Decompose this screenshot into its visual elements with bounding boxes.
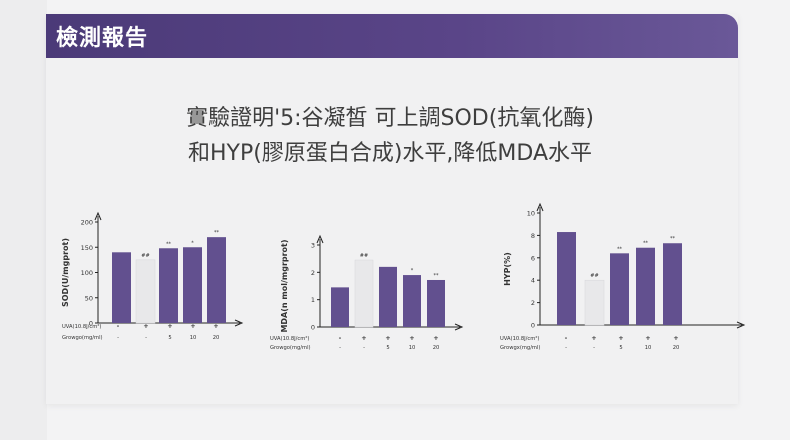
y-tick-label: 8 (531, 232, 535, 240)
report-card (46, 14, 738, 404)
y-tick-label: 200 (81, 219, 93, 227)
bar (403, 275, 421, 327)
uva-row-label: UVA(10.8J/cm²) (500, 336, 539, 342)
dose-value: 20 (213, 335, 220, 341)
y-axis-arrow-icon (316, 234, 324, 244)
dose-value: 10 (409, 345, 416, 351)
uva-value: + (591, 334, 596, 342)
bar (427, 279, 445, 327)
bar (207, 237, 226, 323)
bar (636, 247, 655, 325)
y-tick-label: 2 (311, 269, 315, 277)
dose-value: 20 (673, 345, 680, 351)
significance-label: ** (166, 241, 172, 247)
left-background (0, 0, 47, 440)
uva-row-label: UVA(10.8J/cm²) (270, 336, 309, 342)
dose-row-label: Growgx(mg/ml) (500, 345, 540, 351)
significance-label: ** (214, 230, 220, 236)
dose-value: - (339, 345, 341, 351)
dose-value: - (593, 345, 595, 351)
x-axis-arrow-icon (736, 321, 746, 329)
dose-value: - (117, 335, 119, 341)
y-tick-label: 1 (311, 296, 315, 304)
uva-value: + (213, 322, 218, 330)
dose-row-label: Growgo(mg/ml) (270, 345, 311, 351)
uva-value: - (565, 334, 568, 342)
bar (112, 252, 131, 323)
significance-label: ** (670, 236, 676, 242)
y-tick-label: 0 (89, 320, 93, 328)
bar (379, 266, 397, 327)
y-tick-label: 100 (81, 269, 93, 277)
significance-label: * (411, 268, 414, 274)
y-tick-label: 3 (311, 242, 315, 250)
headline-line-2: 和HYP(膠原蛋白合成)水平,降低MDA水平 (188, 141, 592, 166)
bar (663, 243, 682, 325)
uva-value: + (167, 322, 172, 330)
significance-label: ## (360, 253, 368, 259)
uva-value: + (143, 322, 148, 330)
significance-label: ** (617, 246, 623, 252)
uva-value: + (645, 334, 650, 342)
bar (354, 259, 374, 328)
y-tick-label: 2 (531, 299, 535, 307)
dose-value: 20 (433, 345, 440, 351)
uva-row-label: UVA(10.8J/cm²) (62, 324, 101, 330)
headline-line-1: 實驗證明'5:谷凝皙 可上調SOD(抗氧化酶) (186, 106, 594, 131)
dose-value: 5 (386, 345, 389, 351)
x-axis-arrow-icon (454, 323, 464, 331)
dose-value: 5 (168, 335, 171, 341)
bar (610, 253, 629, 325)
y-tick-label: 10 (527, 210, 535, 218)
uva-value: + (361, 334, 366, 342)
y-axis-label: HYP(%) (503, 252, 512, 286)
bar (331, 287, 349, 327)
dose-row-label: Growgo(mg/ml) (62, 335, 103, 341)
y-tick-label: 4 (531, 277, 535, 285)
bar (183, 247, 202, 323)
y-tick-label: 6 (531, 254, 535, 262)
bar (135, 259, 156, 324)
dose-value: - (565, 345, 567, 351)
significance-label: ## (590, 273, 598, 279)
uva-value: + (190, 322, 195, 330)
x-axis-arrow-icon (234, 319, 244, 327)
significance-label: ## (141, 253, 149, 259)
header-title: 檢測報告 (56, 26, 149, 51)
significance-label: ** (434, 273, 440, 279)
y-axis-arrow-icon (536, 202, 544, 212)
bar (584, 279, 605, 326)
uva-value: + (385, 334, 390, 342)
uva-value: - (117, 322, 120, 330)
uva-value: + (409, 334, 414, 342)
y-axis-arrow-icon (94, 211, 102, 221)
y-tick-label: 0 (311, 324, 315, 332)
y-tick-label: 50 (85, 294, 93, 302)
uva-value: - (339, 334, 342, 342)
uva-value: + (618, 334, 623, 342)
significance-label: * (191, 240, 194, 246)
dose-value: 5 (619, 345, 622, 351)
bar (159, 248, 178, 323)
y-axis-label: SOD(U/mgprot) (61, 238, 70, 307)
header-bar (46, 14, 738, 58)
significance-label: ** (643, 241, 649, 247)
y-tick-label: 150 (81, 244, 93, 252)
dose-value: - (363, 345, 365, 351)
y-tick-label: 0 (531, 322, 535, 330)
dose-value: 10 (645, 345, 652, 351)
uva-value: + (673, 334, 678, 342)
dose-value: 10 (190, 335, 197, 341)
dose-value: - (145, 335, 147, 341)
y-axis-label: MDA(n mol/mgrprot) (280, 239, 289, 332)
bar (557, 232, 576, 325)
uva-value: + (433, 334, 438, 342)
